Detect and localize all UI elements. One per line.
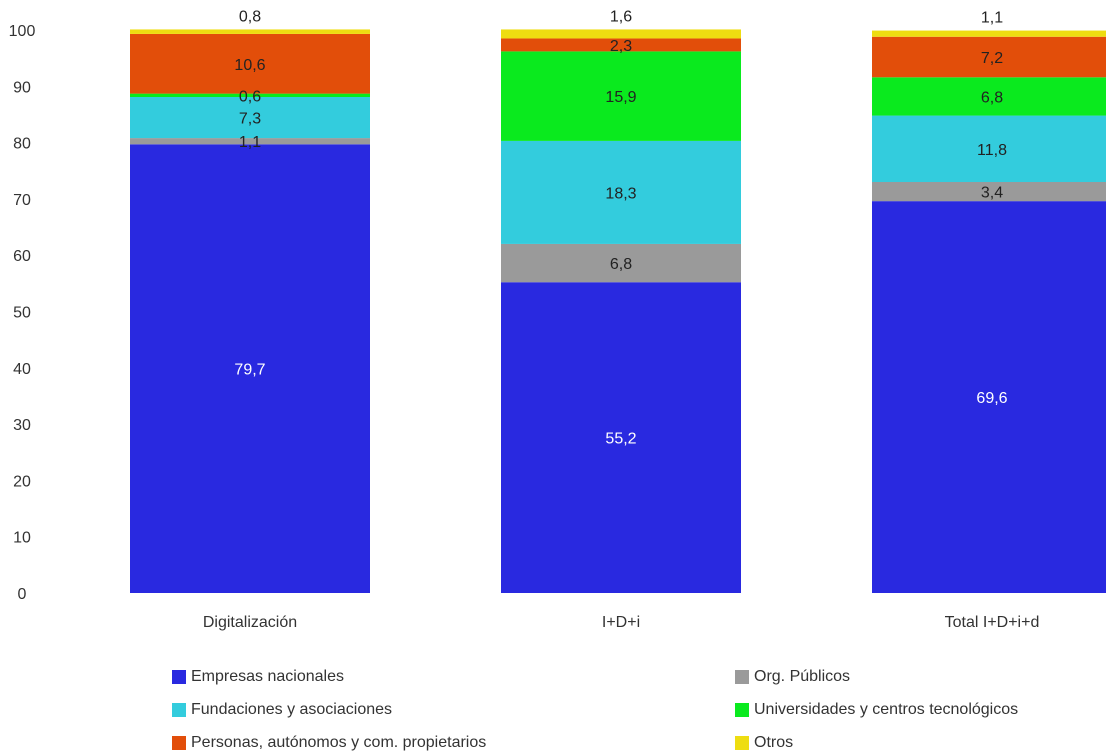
legend-swatch	[172, 670, 186, 684]
data-label: 15,9	[605, 89, 636, 106]
legend-item-fundaciones: Fundaciones y asociaciones	[172, 699, 392, 721]
chart-legend: Empresas nacionales Org. Públicos Fundac…	[0, 660, 1106, 756]
legend-label: Org. Públicos	[754, 668, 851, 685]
bar-segment	[501, 38, 741, 52]
bar-segment	[501, 282, 741, 593]
legend-label: Otros	[754, 734, 794, 751]
bar-segment	[501, 140, 741, 244]
legend-item-personas: Personas, autónomos y com. propietarios	[172, 732, 486, 754]
x-category-label: Digitalización	[203, 614, 297, 631]
x-category-label: Total I+D+i+d	[945, 614, 1040, 631]
bar-segment	[130, 29, 370, 34]
data-label: 0,6	[239, 88, 261, 105]
legend-item-universidades: Universidades y centros tecnológicos	[735, 699, 1018, 721]
y-tick-label: 80	[13, 136, 31, 153]
y-tick-label: 50	[13, 305, 31, 322]
data-label: 7,3	[239, 111, 261, 128]
data-label: 1,6	[610, 8, 632, 25]
y-tick-label: 30	[13, 417, 31, 434]
bar-segment	[872, 182, 1106, 202]
bar-segment	[130, 138, 370, 145]
legend-item-otros: Otros	[735, 732, 793, 754]
legend-item-empresas-nacionales: Empresas nacionales	[172, 666, 344, 688]
bar-segment	[872, 115, 1106, 183]
data-label: 1,1	[981, 10, 1003, 27]
bar-segment	[130, 93, 370, 97]
x-category-label: I+D+i	[602, 614, 640, 631]
legend-swatch	[735, 736, 749, 750]
y-tick-label: 100	[9, 23, 36, 40]
data-label: 11,8	[977, 142, 1007, 159]
bar-segment	[130, 33, 370, 94]
data-label: 6,8	[610, 256, 632, 273]
y-tick-label: 70	[13, 192, 31, 209]
stacked-bar-chart: 0 10 20 30 40 50 60 70 80 90 100 Digitalización I+D+…	[9, 8, 1106, 631]
data-label: 55,2	[605, 431, 636, 448]
legend-swatch	[735, 703, 749, 717]
bar-segment	[501, 29, 741, 39]
chart-canvas: 0 10 20 30 40 50 60 70 80 90 100 Digitalización I+D+…	[9, 8, 1106, 631]
bar-segment	[130, 96, 370, 139]
y-tick-label: 10	[13, 530, 31, 547]
y-tick-label: 60	[13, 248, 31, 265]
y-tick-label: 90	[13, 79, 31, 96]
bar-segment	[501, 243, 741, 283]
bar-segment	[872, 36, 1106, 78]
data-label: 1,1	[239, 134, 261, 151]
bar-segment	[872, 201, 1106, 594]
data-label: 6,8	[981, 89, 1003, 106]
data-label: 69,6	[976, 390, 1007, 407]
y-tick-label: 40	[13, 361, 31, 378]
bar-segment	[872, 77, 1106, 116]
data-label: 79,7	[234, 362, 265, 379]
legend-label: Fundaciones y asociaciones	[191, 701, 393, 718]
data-label: 0,8	[239, 8, 261, 25]
data-label: 2,3	[610, 38, 632, 55]
legend-label: Empresas nacionales	[191, 668, 344, 685]
bar-segment	[501, 51, 741, 141]
y-tick-label: 20	[13, 473, 31, 490]
legend-swatch	[172, 736, 186, 750]
bar-segment	[130, 144, 370, 593]
data-label: 18,3	[605, 185, 636, 202]
data-label: 3,4	[981, 185, 1003, 202]
legend-label: Universidades y centros tecnológicos	[754, 701, 1019, 718]
y-tick-label: 0	[18, 586, 27, 603]
legend-swatch	[735, 670, 749, 684]
legend-swatch	[172, 703, 186, 717]
bar-segment	[872, 30, 1106, 37]
legend-item-org-publicos: Org. Públicos	[735, 666, 850, 688]
data-label: 10,6	[234, 57, 265, 74]
data-label: 7,2	[981, 50, 1003, 67]
legend-label: Personas, autónomos y com. propietarios	[191, 734, 487, 751]
